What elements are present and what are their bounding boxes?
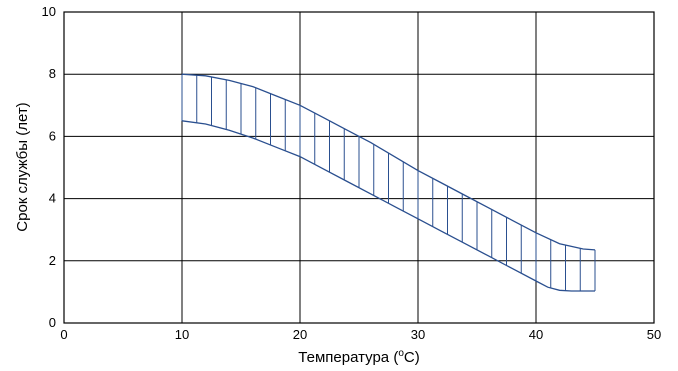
x-tick-label: 50 — [647, 327, 661, 342]
x-tick-label: 10 — [175, 327, 189, 342]
upper-bound-line — [181, 73, 596, 251]
x-axis-title-main: Температура ( — [298, 349, 398, 366]
y-tick-label: 6 — [49, 128, 56, 143]
y-tick-label: 2 — [49, 253, 56, 268]
y-tick-label: 0 — [49, 315, 56, 330]
tick-labels: 0 10 20 30 40 50 0 2 4 6 8 10 — [42, 4, 662, 342]
lifetime-band — [181, 73, 596, 292]
x-tick-label: 0 — [60, 327, 67, 342]
y-axis-title: Срок службы (лет) — [14, 102, 31, 231]
x-tick-label: 20 — [293, 327, 307, 342]
lower-bound-line — [181, 120, 595, 292]
plot-frame — [63, 11, 655, 324]
y-tick-label: 4 — [49, 191, 56, 206]
x-axis-title-superscript: o — [398, 348, 404, 359]
y-tick-label: 8 — [49, 66, 56, 81]
y-tick-label: 10 — [42, 4, 56, 19]
x-axis-title-unit: C) — [404, 349, 420, 366]
x-tick-label: 30 — [411, 327, 425, 342]
x-axis-title: Температура (oC) — [298, 348, 419, 366]
x-tick-label: 40 — [529, 327, 543, 342]
